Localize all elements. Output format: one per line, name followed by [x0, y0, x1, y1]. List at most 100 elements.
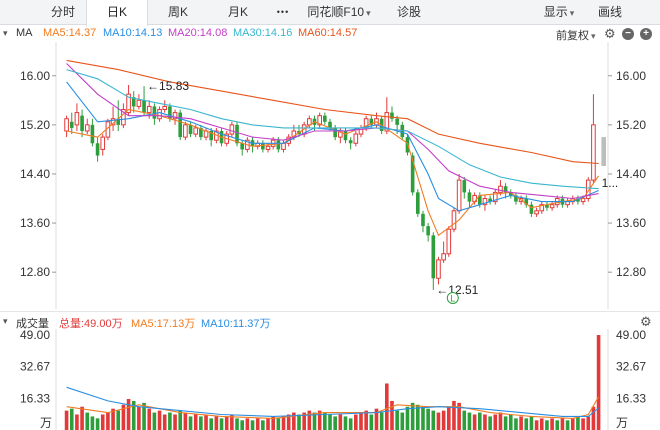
candle-body — [281, 142, 286, 150]
candle-body — [343, 131, 348, 141]
draw-line-button[interactable]: 画线 — [597, 5, 622, 19]
ma-legend-title: MA — [16, 27, 33, 39]
candle-body — [549, 204, 555, 209]
volume-total-value: 总量:49.00万 — [59, 318, 123, 330]
volume-bar — [302, 412, 306, 430]
candle-body — [488, 198, 492, 202]
candle-body — [492, 191, 498, 203]
volume-bar — [421, 406, 425, 430]
period-toolbar: 分时 日K 周K 月K ••• 同花顺F10 ▾ 诊股 显示 ▾ 画线 — [0, 0, 660, 26]
volume-bar — [126, 398, 131, 430]
candle-body — [545, 204, 549, 208]
volume-bar — [385, 383, 389, 430]
candle-body — [323, 115, 327, 122]
y-tick-label-left: 13.60 — [20, 216, 50, 230]
candle-body — [328, 121, 332, 128]
volume-bar — [214, 416, 219, 430]
candle-body — [446, 228, 452, 255]
ma10-value: MA10:14.13 — [103, 27, 163, 39]
candle-body — [172, 112, 178, 120]
diagnose-button[interactable]: 诊股 — [396, 5, 421, 19]
more-button[interactable]: ••• — [276, 7, 290, 17]
volume-bar — [90, 416, 95, 430]
low-marker-label: L — [450, 293, 455, 303]
candle-body — [69, 121, 74, 128]
volume-bar — [354, 414, 358, 430]
volume-bar — [64, 410, 69, 430]
volume-tick-label-left: 16.33 — [20, 391, 50, 405]
candle-body — [514, 195, 518, 202]
display-label: 显示 — [543, 5, 568, 19]
volume-bar — [441, 410, 446, 430]
volume-bar — [121, 404, 126, 430]
volume-bar — [147, 408, 152, 430]
collapse-caret-icon[interactable]: ▾ — [3, 28, 8, 38]
volume-bar — [281, 416, 286, 430]
price-annotation: 1... — [602, 176, 619, 190]
candle-body — [317, 115, 322, 126]
volume-bar — [266, 418, 270, 430]
y-tick-label-left: 12.80 — [20, 265, 50, 279]
candle-body — [431, 235, 436, 279]
price-annotation: ←15.83 — [147, 79, 189, 93]
plus-icon[interactable]: + — [640, 28, 652, 40]
price-adjust-label: 前复权 — [556, 30, 589, 42]
price-adjust-dropdown[interactable]: 前复权 ▾ — [556, 27, 596, 43]
f10-label: 同花顺F10 — [307, 5, 365, 19]
y-tick-label-right: 14.40 — [616, 167, 646, 181]
tab-weekly-k[interactable]: 周K — [167, 5, 188, 19]
volume-bar — [576, 416, 580, 430]
volume-bar — [333, 416, 337, 430]
candle-body — [80, 115, 84, 131]
volume-tick-label-right: 49.00 — [616, 329, 646, 342]
candle-body — [209, 131, 214, 141]
candle-body — [235, 124, 239, 144]
collapse-caret-icon[interactable]: ▾ — [3, 316, 8, 326]
minus-icon[interactable]: − — [622, 28, 634, 40]
gear-icon[interactable]: ⚙ — [604, 26, 616, 41]
candle-body — [462, 180, 467, 193]
candle-body — [482, 198, 488, 206]
volume-bar — [555, 420, 560, 430]
display-dropdown[interactable]: 显示 ▾ — [534, 0, 584, 25]
ma-line-ma30 — [66, 69, 599, 190]
volume-bar — [323, 412, 327, 430]
volume-bar — [519, 416, 523, 430]
gear-icon[interactable]: ⚙ — [640, 314, 652, 329]
volume-bar — [369, 414, 374, 430]
candle-body — [456, 179, 462, 212]
volume-bar — [219, 418, 224, 430]
ma-legend: ▾ MA MA5:14.37 MA10:14.13 MA20:14.08 MA3… — [0, 25, 660, 42]
ma-line-ma5 — [66, 108, 600, 237]
volume-bar — [292, 412, 296, 430]
candle-body — [131, 97, 136, 107]
candle-body — [529, 204, 534, 214]
candle-body — [168, 106, 172, 119]
caret-down-icon: ▾ — [569, 8, 575, 18]
volume-bar — [508, 414, 513, 430]
candle-body — [534, 210, 539, 215]
price-range-highlight — [601, 137, 606, 166]
volume-bar — [317, 410, 322, 430]
y-tick-label-right: 12.80 — [616, 265, 646, 279]
volume-bar — [209, 418, 214, 430]
y-tick-label-left: 16.00 — [20, 69, 50, 83]
tab-monthly-k[interactable]: 月K — [227, 5, 248, 19]
volume-bar — [390, 400, 394, 430]
candle-body — [64, 118, 69, 132]
volume-bar — [426, 408, 430, 430]
volume-chart[interactable]: 49.00 49.00 32.67 32.67 16.33 16.33 万 万 — [0, 329, 660, 430]
tab-intraday[interactable]: 分时 — [50, 5, 75, 19]
candlestick-chart[interactable]: 16.00 16.00 15.20 15.20 14.40 14.40 13.60 13.60… — [0, 42, 660, 311]
volume-bar — [111, 408, 115, 430]
f10-dropdown[interactable]: 同花顺F10 ▾ — [300, 0, 378, 25]
tab-daily-k[interactable]: 日K — [86, 0, 148, 26]
volume-tick-label-right: 32.67 — [616, 360, 646, 374]
caret-down-icon: ▾ — [366, 8, 371, 18]
volume-bar — [152, 412, 157, 430]
candle-body — [240, 143, 245, 150]
volume-bar — [436, 412, 441, 430]
candle-body — [146, 105, 152, 114]
volume-bar — [591, 406, 596, 430]
volume-bar — [524, 418, 529, 430]
